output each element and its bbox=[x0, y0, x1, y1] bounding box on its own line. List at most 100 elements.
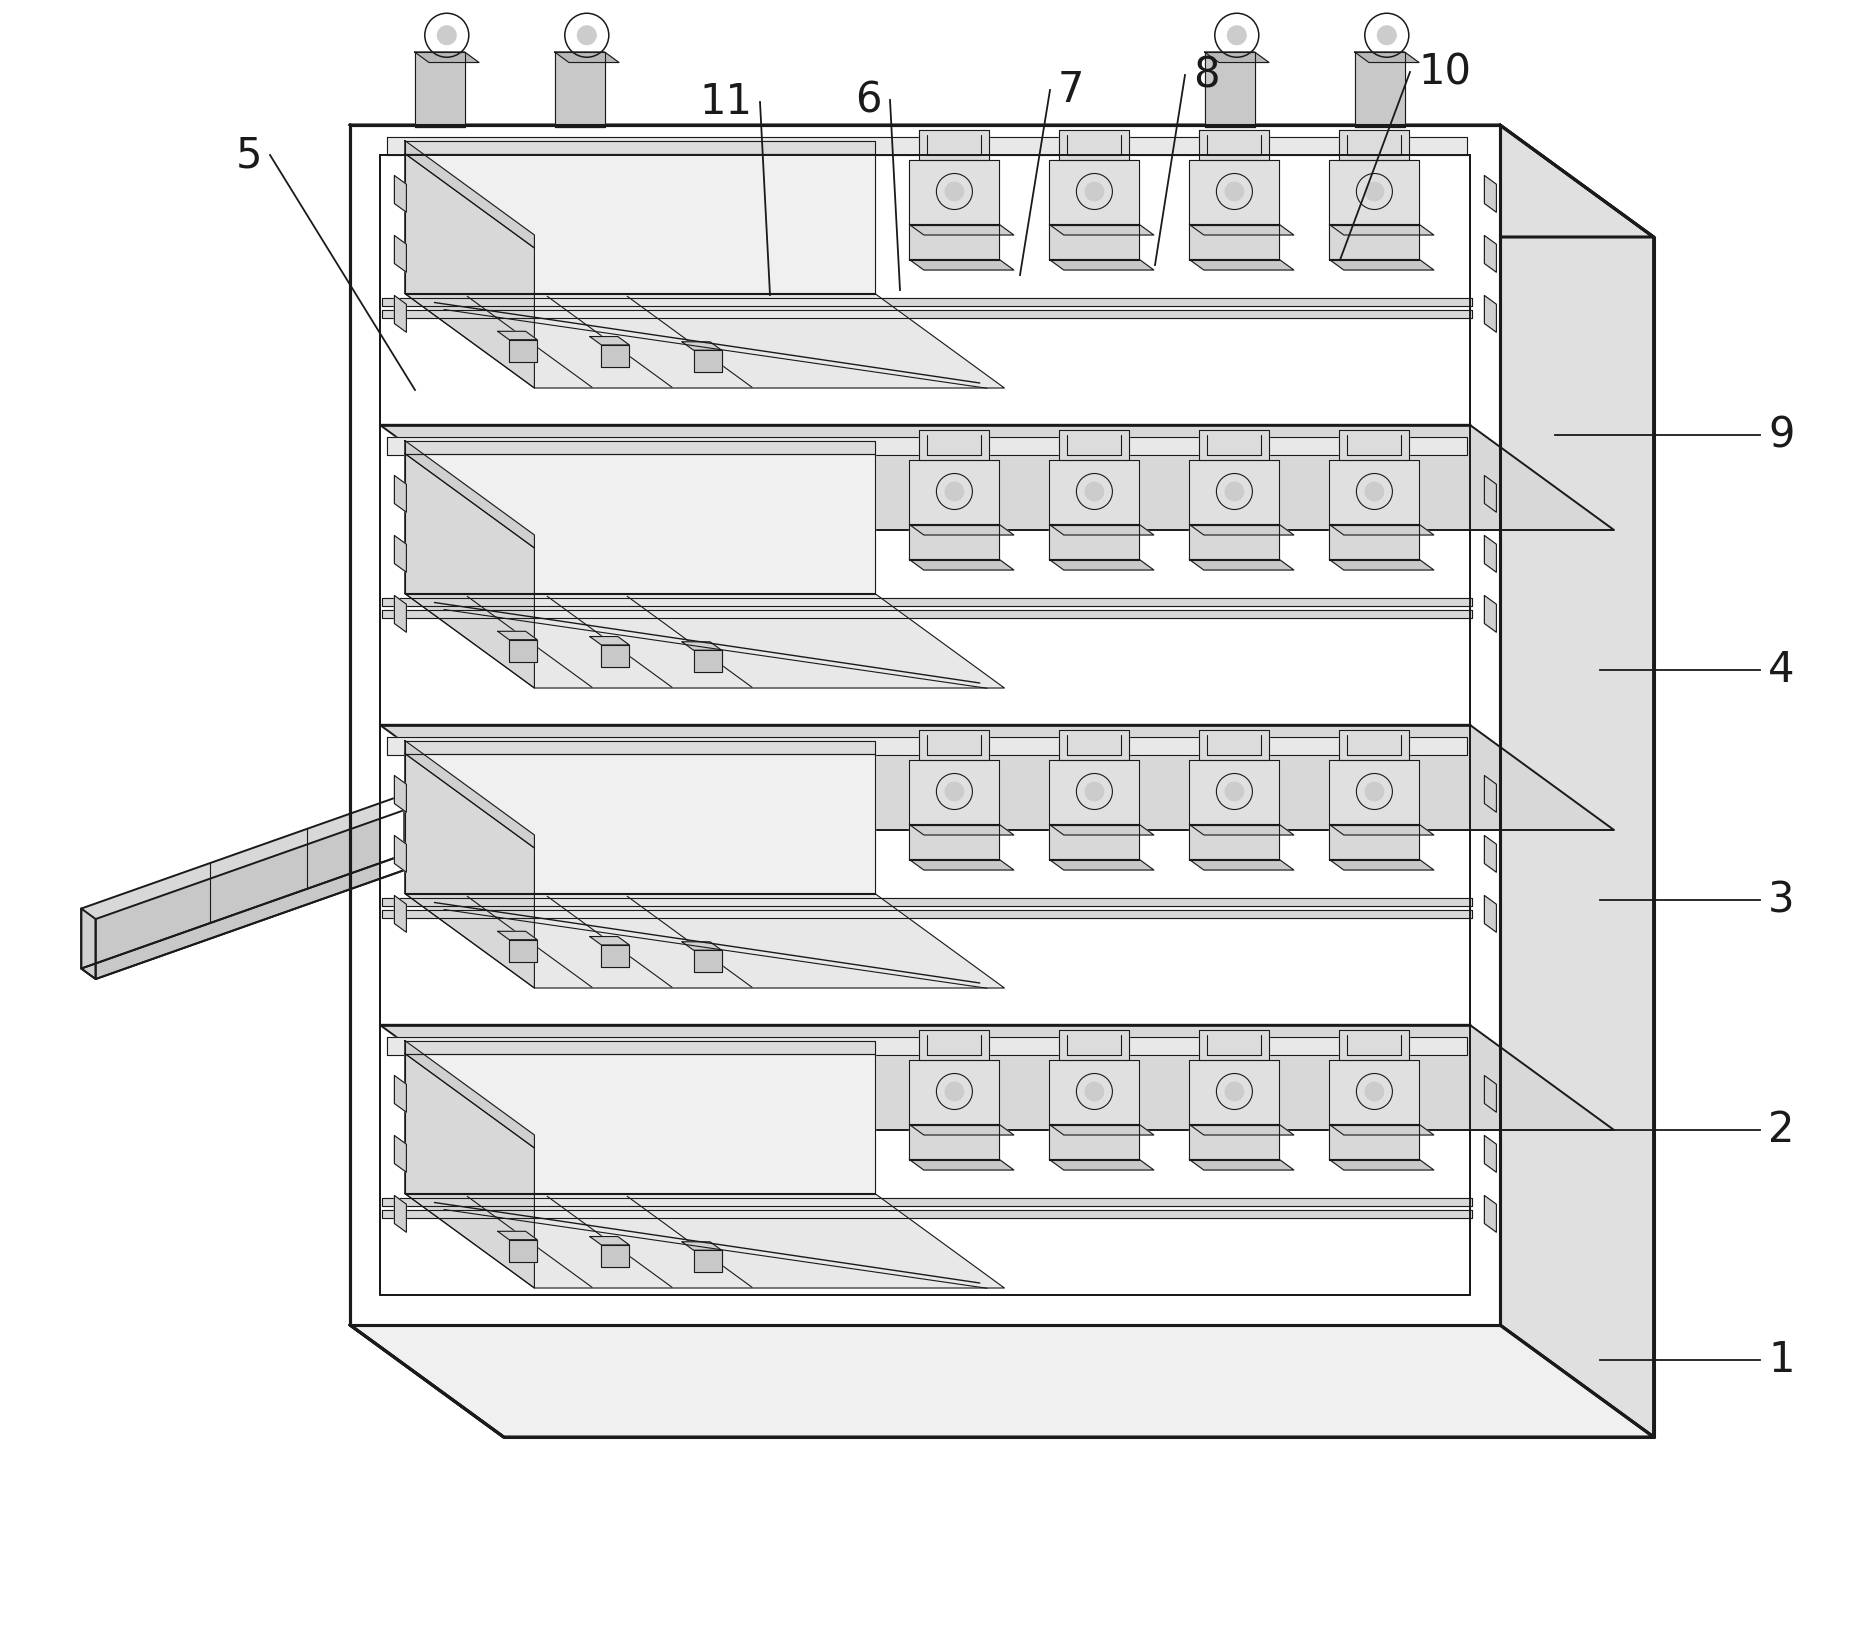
Polygon shape bbox=[1189, 260, 1294, 270]
Polygon shape bbox=[1189, 559, 1294, 571]
Polygon shape bbox=[1049, 1159, 1154, 1171]
Polygon shape bbox=[388, 137, 1467, 155]
Polygon shape bbox=[910, 824, 999, 860]
Polygon shape bbox=[1484, 1135, 1497, 1172]
Circle shape bbox=[1085, 782, 1103, 801]
Polygon shape bbox=[910, 160, 999, 224]
Polygon shape bbox=[1189, 1059, 1279, 1125]
Polygon shape bbox=[1484, 1076, 1497, 1112]
Polygon shape bbox=[1189, 525, 1279, 559]
Polygon shape bbox=[910, 559, 1014, 571]
Text: 11: 11 bbox=[699, 82, 751, 123]
Polygon shape bbox=[1059, 1030, 1130, 1059]
Text: 7: 7 bbox=[1059, 69, 1085, 111]
Polygon shape bbox=[1199, 129, 1269, 160]
Polygon shape bbox=[1059, 129, 1130, 160]
Circle shape bbox=[436, 25, 457, 46]
Circle shape bbox=[1364, 181, 1385, 201]
Circle shape bbox=[1377, 25, 1396, 46]
Polygon shape bbox=[602, 1244, 630, 1267]
Polygon shape bbox=[382, 309, 1473, 317]
Polygon shape bbox=[1049, 559, 1154, 571]
Polygon shape bbox=[1049, 1125, 1154, 1135]
Polygon shape bbox=[1484, 896, 1497, 932]
Polygon shape bbox=[1189, 224, 1279, 260]
Circle shape bbox=[945, 782, 964, 801]
Polygon shape bbox=[404, 440, 874, 453]
Text: 3: 3 bbox=[1767, 880, 1795, 921]
Text: 6: 6 bbox=[856, 78, 882, 121]
Circle shape bbox=[1364, 782, 1385, 801]
Polygon shape bbox=[555, 52, 619, 62]
Polygon shape bbox=[1329, 224, 1433, 235]
Polygon shape bbox=[1189, 760, 1279, 824]
Polygon shape bbox=[404, 453, 535, 688]
Text: 9: 9 bbox=[1767, 414, 1795, 456]
Polygon shape bbox=[1484, 835, 1497, 871]
Polygon shape bbox=[1329, 459, 1419, 525]
Polygon shape bbox=[404, 154, 874, 294]
Polygon shape bbox=[498, 332, 537, 340]
Text: 10: 10 bbox=[1419, 51, 1471, 93]
Polygon shape bbox=[1199, 729, 1269, 760]
Polygon shape bbox=[1049, 824, 1139, 860]
Polygon shape bbox=[388, 737, 1467, 755]
Polygon shape bbox=[395, 1195, 406, 1233]
Polygon shape bbox=[395, 536, 406, 572]
Circle shape bbox=[1225, 782, 1245, 801]
Polygon shape bbox=[388, 437, 1467, 455]
Polygon shape bbox=[395, 595, 406, 633]
Polygon shape bbox=[1189, 860, 1294, 870]
Polygon shape bbox=[1484, 296, 1497, 332]
Text: 2: 2 bbox=[1767, 1109, 1795, 1151]
Polygon shape bbox=[1355, 52, 1405, 128]
Polygon shape bbox=[589, 337, 630, 345]
Polygon shape bbox=[910, 224, 1014, 235]
Polygon shape bbox=[919, 129, 990, 160]
Polygon shape bbox=[1204, 52, 1254, 128]
Polygon shape bbox=[602, 945, 630, 966]
Polygon shape bbox=[1329, 1125, 1433, 1135]
Circle shape bbox=[1085, 1082, 1103, 1102]
Text: 4: 4 bbox=[1767, 649, 1795, 692]
Circle shape bbox=[1225, 482, 1245, 502]
Polygon shape bbox=[382, 610, 1473, 618]
Polygon shape bbox=[404, 453, 874, 594]
Polygon shape bbox=[910, 1125, 1014, 1135]
Circle shape bbox=[1085, 181, 1103, 201]
Polygon shape bbox=[693, 651, 721, 672]
Polygon shape bbox=[404, 154, 535, 387]
Polygon shape bbox=[404, 1040, 874, 1053]
Polygon shape bbox=[82, 795, 404, 968]
Polygon shape bbox=[404, 594, 1005, 688]
Circle shape bbox=[1085, 482, 1103, 502]
Polygon shape bbox=[404, 1194, 1005, 1288]
Polygon shape bbox=[404, 141, 535, 249]
Polygon shape bbox=[1329, 559, 1433, 571]
Polygon shape bbox=[395, 1135, 406, 1172]
Polygon shape bbox=[910, 525, 999, 559]
Polygon shape bbox=[388, 1037, 1467, 1055]
Polygon shape bbox=[509, 1239, 537, 1262]
Polygon shape bbox=[910, 1059, 999, 1125]
Polygon shape bbox=[509, 940, 537, 961]
Polygon shape bbox=[1049, 224, 1154, 235]
Polygon shape bbox=[1059, 729, 1130, 760]
Polygon shape bbox=[404, 754, 874, 893]
Polygon shape bbox=[1355, 52, 1419, 62]
Polygon shape bbox=[1340, 430, 1409, 459]
Polygon shape bbox=[1049, 860, 1154, 870]
Polygon shape bbox=[1484, 476, 1497, 512]
Circle shape bbox=[1225, 1082, 1245, 1102]
Text: 5: 5 bbox=[235, 134, 263, 177]
Circle shape bbox=[945, 1082, 964, 1102]
Circle shape bbox=[576, 25, 596, 46]
Polygon shape bbox=[350, 1324, 1653, 1437]
Polygon shape bbox=[382, 898, 1473, 906]
Polygon shape bbox=[395, 235, 406, 273]
Polygon shape bbox=[1059, 430, 1130, 459]
Circle shape bbox=[945, 181, 964, 201]
Polygon shape bbox=[1049, 760, 1139, 824]
Polygon shape bbox=[910, 760, 999, 824]
Polygon shape bbox=[555, 52, 604, 128]
